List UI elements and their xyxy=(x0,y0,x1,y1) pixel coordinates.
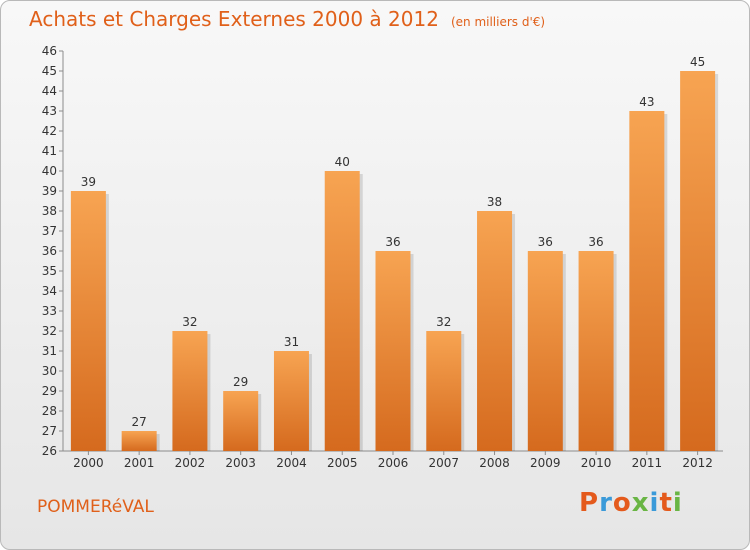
x-tick-label: 2008 xyxy=(479,456,510,470)
chart-subtitle: (en milliers d'€) xyxy=(450,15,546,29)
data-label: 43 xyxy=(639,95,654,109)
data-label: 32 xyxy=(182,315,197,329)
x-tick-label: 2012 xyxy=(682,456,713,470)
y-tick-label: 27 xyxy=(42,424,57,438)
data-label: 36 xyxy=(538,235,553,249)
logo-letter: r xyxy=(599,488,613,518)
bar xyxy=(223,391,259,451)
data-label: 38 xyxy=(487,195,502,209)
commune-name: POMMERéVAL xyxy=(37,497,154,517)
bar xyxy=(70,191,106,451)
data-label: 31 xyxy=(284,335,299,349)
data-label: 36 xyxy=(588,235,603,249)
bar xyxy=(629,111,665,451)
y-tick-label: 41 xyxy=(42,144,57,158)
bar xyxy=(680,71,716,451)
bar xyxy=(578,251,614,451)
logo-letter: i xyxy=(649,488,660,518)
y-tick-label: 34 xyxy=(42,284,57,298)
data-label: 36 xyxy=(385,235,400,249)
logo-letter: x xyxy=(631,488,650,518)
data-label: 32 xyxy=(436,315,451,329)
y-tick-label: 42 xyxy=(42,124,57,138)
y-tick-label: 39 xyxy=(42,184,57,198)
logo-letter: P xyxy=(579,488,600,518)
x-tick-label: 2006 xyxy=(378,456,409,470)
x-tick-label: 2011 xyxy=(632,456,663,470)
bar xyxy=(477,211,513,451)
y-tick-label: 32 xyxy=(42,324,57,338)
y-tick-label: 45 xyxy=(42,64,57,78)
chart-title-text: Achats et Charges Externes 2000 à 2012 xyxy=(29,7,439,31)
data-label: 40 xyxy=(335,155,350,169)
x-tick-label: 2009 xyxy=(530,456,561,470)
logo-letter: o xyxy=(612,488,632,518)
bar xyxy=(273,351,309,451)
x-tick-label: 2003 xyxy=(225,456,256,470)
bar xyxy=(527,251,563,451)
bar xyxy=(324,171,360,451)
y-tick-label: 31 xyxy=(42,344,57,358)
bar xyxy=(121,431,157,451)
bar xyxy=(172,331,208,451)
x-tick-label: 2002 xyxy=(175,456,206,470)
y-tick-label: 40 xyxy=(42,164,57,178)
logo-letter: i xyxy=(672,488,683,518)
x-tick-label: 2010 xyxy=(581,456,612,470)
proxiti-logo: Proxiti xyxy=(579,488,683,518)
y-tick-label: 37 xyxy=(42,224,57,238)
plot-area: 26 27 28 29 30 31 32 33 34 35 36 37 38 39 40 41 42 43 44 45… xyxy=(42,44,723,470)
x-tick-label: 2001 xyxy=(124,456,155,470)
y-tick-label: 44 xyxy=(42,84,57,98)
data-label: 29 xyxy=(233,375,248,389)
bar xyxy=(426,331,462,451)
data-label: 39 xyxy=(81,175,96,189)
y-tick-label: 30 xyxy=(42,364,57,378)
y-tick-label: 35 xyxy=(42,264,57,278)
data-label: 27 xyxy=(132,415,147,429)
x-tick-label: 2000 xyxy=(73,456,104,470)
x-tick-label: 2005 xyxy=(327,456,358,470)
bar xyxy=(375,251,411,451)
x-tick-label: 2007 xyxy=(428,456,459,470)
y-tick-label: 36 xyxy=(42,244,57,258)
y-tick-label: 46 xyxy=(42,44,57,58)
y-tick-label: 28 xyxy=(42,404,57,418)
x-tick-label: 2004 xyxy=(276,456,307,470)
data-label: 45 xyxy=(690,55,705,69)
y-tick-label: 38 xyxy=(42,204,57,218)
y-tick-label: 33 xyxy=(42,304,57,318)
y-tick-label: 43 xyxy=(42,104,57,118)
y-tick-label: 29 xyxy=(42,384,57,398)
chart-title: Achats et Charges Externes 2000 à 2012 (e… xyxy=(29,7,545,31)
y-tick-label: 26 xyxy=(42,444,57,458)
logo-letter: t xyxy=(659,488,673,518)
